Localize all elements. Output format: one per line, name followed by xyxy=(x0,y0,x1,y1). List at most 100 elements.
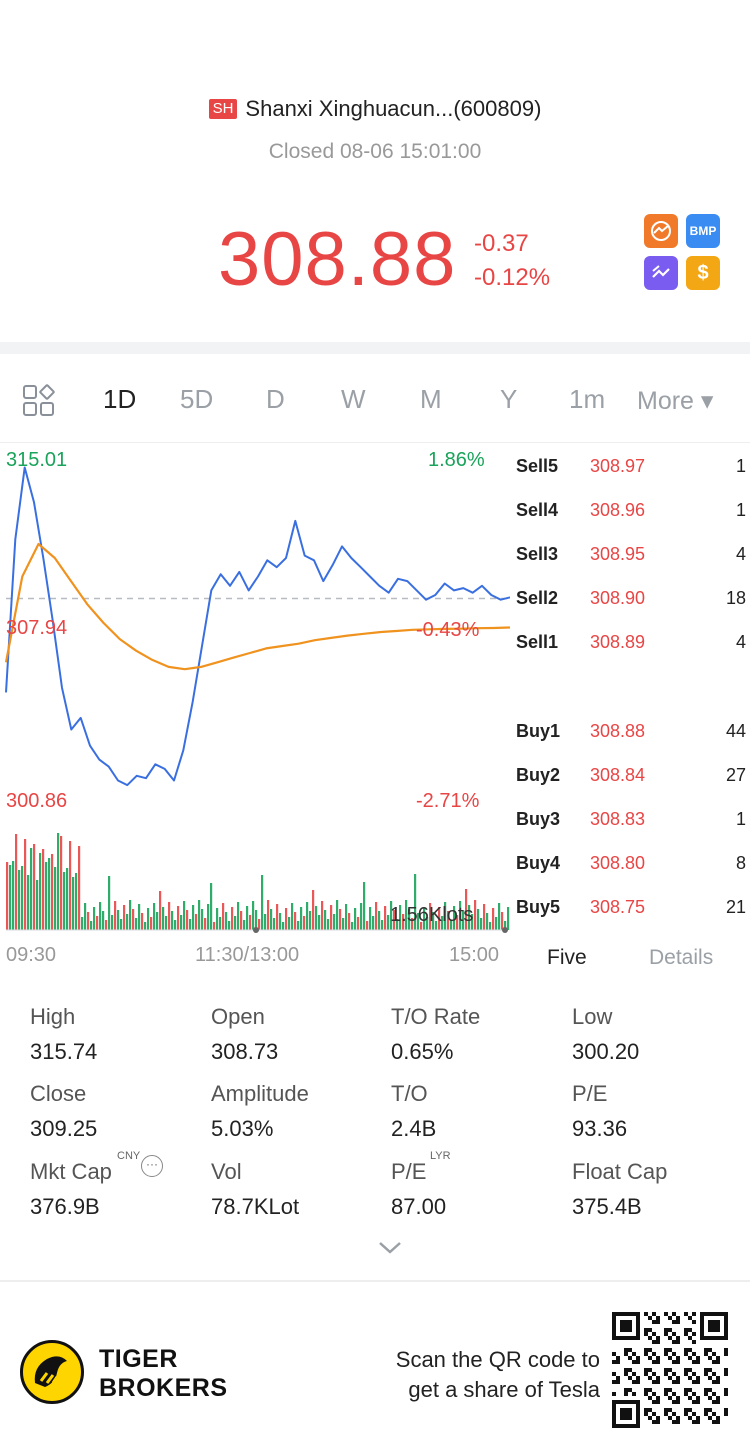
qr-module xyxy=(704,1368,708,1372)
order-qty: 1 xyxy=(735,500,746,520)
tab-m[interactable]: M xyxy=(420,384,442,414)
volume-bar xyxy=(249,915,252,930)
volume-bar xyxy=(222,903,225,930)
volume-bar xyxy=(315,906,318,930)
volume-bar xyxy=(402,914,405,930)
volume-bar xyxy=(264,914,267,930)
qr-module xyxy=(628,1356,632,1360)
qr-module xyxy=(648,1368,652,1372)
qr-module xyxy=(688,1328,692,1332)
qr-module xyxy=(652,1380,656,1384)
qr-module xyxy=(644,1368,648,1372)
qr-module xyxy=(708,1408,712,1412)
volume-bar xyxy=(45,862,48,930)
volume-bar xyxy=(240,911,243,930)
tab-more-dropdown[interactable]: More ▾ xyxy=(637,387,714,415)
qr-module xyxy=(696,1396,700,1400)
volume-bar xyxy=(486,913,489,930)
volume-bar xyxy=(258,919,261,930)
qr-module xyxy=(648,1388,652,1392)
qr-module xyxy=(676,1400,680,1404)
tab-details[interactable]: Details xyxy=(649,946,714,969)
volume-bar xyxy=(324,910,327,930)
volume-bar xyxy=(507,907,510,930)
order-qty: 8 xyxy=(735,853,746,873)
qr-module xyxy=(684,1312,688,1316)
tab-1d[interactable]: 1D xyxy=(103,384,137,414)
qr-module xyxy=(644,1412,648,1416)
volume-bar xyxy=(219,917,222,930)
qr-module xyxy=(632,1380,636,1384)
qr-finder xyxy=(620,1408,632,1420)
qr-module xyxy=(616,1360,620,1364)
qr-module xyxy=(692,1412,696,1416)
volume-bar xyxy=(69,841,72,930)
stat-value-mkt-cap: 376.9B xyxy=(30,1194,100,1219)
dollar-icon[interactable]: $ xyxy=(686,256,720,290)
qr-module xyxy=(652,1412,656,1416)
volume-bar xyxy=(357,917,360,930)
volume-bar xyxy=(399,905,402,930)
volume-bar xyxy=(318,915,321,930)
qr-module xyxy=(724,1392,728,1396)
qr-module xyxy=(712,1400,716,1404)
qr-module xyxy=(644,1408,648,1412)
qr-module xyxy=(716,1416,720,1420)
tab-w[interactable]: W xyxy=(341,384,366,414)
volume-bar xyxy=(351,922,354,930)
qr-module xyxy=(648,1336,652,1340)
tab-y[interactable]: Y xyxy=(500,384,518,414)
qr-finder xyxy=(708,1320,720,1332)
qr-module xyxy=(688,1348,692,1352)
qr-module xyxy=(712,1420,716,1424)
qr-module xyxy=(688,1356,692,1360)
qr-module xyxy=(708,1348,712,1352)
tab-5d[interactable]: 5D xyxy=(180,384,214,414)
bmp-icon[interactable]: BMP xyxy=(686,214,720,248)
qr-module xyxy=(668,1316,672,1320)
qr-module xyxy=(648,1316,652,1320)
qr-module xyxy=(676,1396,680,1400)
volume-bar xyxy=(393,910,396,930)
volume-bar xyxy=(330,905,333,930)
qr-module xyxy=(644,1352,648,1356)
chart-svg xyxy=(4,466,511,933)
volume-bar xyxy=(414,874,417,930)
qr-module xyxy=(624,1368,628,1372)
order-price: 308.97 xyxy=(590,456,646,476)
intraday-chart[interactable] xyxy=(0,443,511,943)
volume-bar xyxy=(96,916,99,930)
volume-bar xyxy=(204,918,207,930)
qr-module xyxy=(708,1388,712,1392)
qr-module xyxy=(672,1380,676,1384)
tab-d[interactable]: D xyxy=(266,384,285,414)
volume-bar xyxy=(192,905,195,930)
stat-label-to: T/O xyxy=(391,1081,428,1106)
order-qty: 4 xyxy=(735,632,746,652)
tiger-logo xyxy=(20,1340,84,1404)
qr-module xyxy=(692,1372,696,1376)
more-info-icon[interactable]: ··· xyxy=(141,1155,163,1177)
qr-module xyxy=(704,1392,708,1396)
qr-module xyxy=(708,1368,712,1372)
zigzag-icon[interactable] xyxy=(644,256,678,290)
qr-module xyxy=(676,1376,680,1380)
qr-module xyxy=(712,1352,716,1356)
volume-bar xyxy=(387,915,390,930)
tab-five[interactable]: Five xyxy=(547,946,587,969)
volume-bar xyxy=(171,911,174,930)
qr-module xyxy=(684,1392,688,1396)
tab-1m[interactable]: 1m xyxy=(569,384,606,414)
qr-module xyxy=(696,1420,700,1424)
qr-module xyxy=(628,1388,632,1392)
trend-icon[interactable] xyxy=(644,214,678,248)
qr-module xyxy=(704,1372,708,1376)
layout-grid-icon[interactable] xyxy=(22,384,56,418)
qr-module xyxy=(632,1360,636,1364)
volume-bar xyxy=(12,861,15,930)
stock-name[interactable]: Shanxi Xinghuacun...(600809) xyxy=(245,96,542,121)
time-label-close: 15:00 xyxy=(449,944,500,966)
expand-chevron-icon[interactable] xyxy=(378,1236,402,1260)
qr-module xyxy=(688,1396,692,1400)
qr-module xyxy=(676,1356,680,1360)
